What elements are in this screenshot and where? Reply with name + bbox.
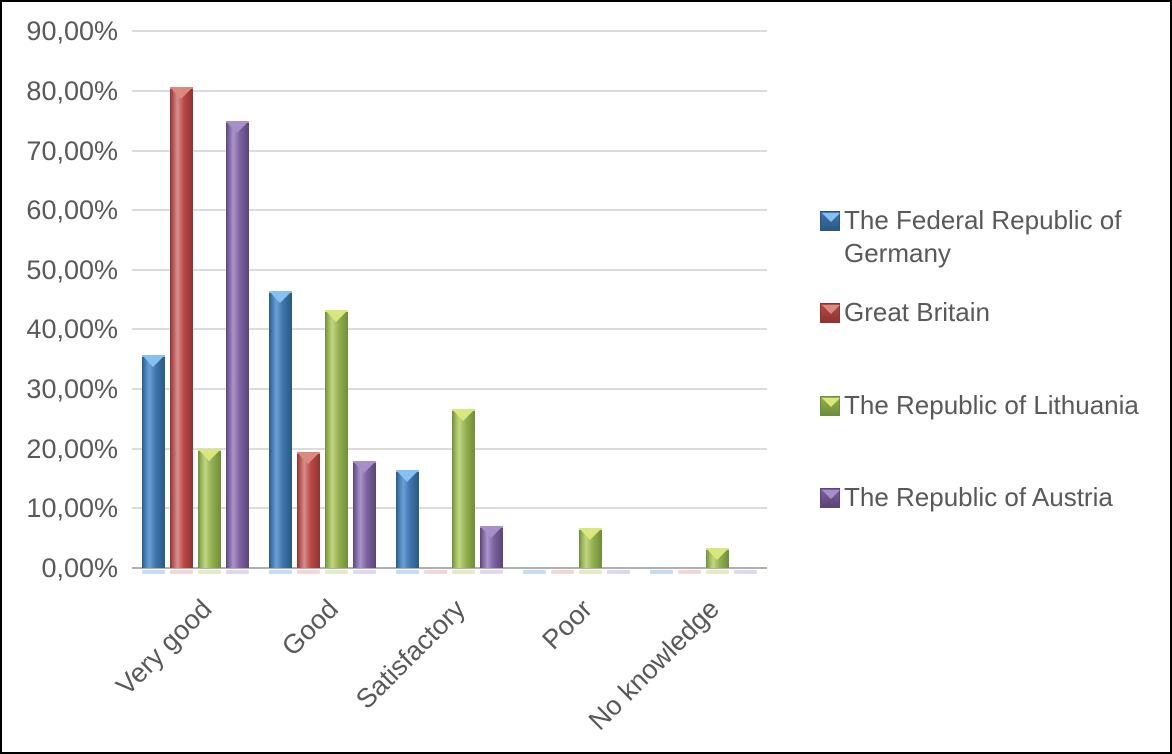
legend-label: Great Britain [844, 297, 990, 327]
bar-base-reflection [706, 570, 729, 574]
bar-germany-good [269, 291, 292, 568]
y-tick-label: 50,00% [26, 254, 118, 285]
bar-bevel-cap [480, 525, 503, 538]
bar-lithuania-no-knowledge [706, 548, 729, 568]
gridline [132, 447, 767, 450]
bar-bevel-cap [579, 528, 602, 541]
x-category-label-good: Good [276, 593, 345, 662]
bar-austria-good [353, 461, 376, 568]
bar-lithuania-good [325, 309, 348, 568]
bar-base-reflection [678, 570, 701, 574]
bar-lithuania-very-good [198, 448, 221, 568]
bar-base-reflection [170, 570, 193, 574]
legend-marker-lithuania-icon [820, 396, 840, 416]
gridline [132, 89, 767, 92]
y-tick-label: 60,00% [26, 195, 118, 226]
x-category-label-no-knowledge: No knowledge [583, 593, 726, 736]
y-tick-label: 20,00% [26, 433, 118, 464]
bar-bevel-cap [142, 355, 165, 368]
bar-base-reflection [142, 570, 165, 574]
legend-marker-great-britain-icon [820, 303, 840, 323]
x-category-label-poor: Poor [536, 593, 599, 656]
legend-label: The Federal Republic of Germany [844, 205, 1122, 268]
bar-bevel-cap [706, 548, 729, 561]
bar-base-reflection [325, 570, 348, 574]
bar-germany-satisfactory [396, 470, 419, 568]
bar-base-reflection [650, 570, 673, 574]
y-tick-label: 30,00% [26, 374, 118, 405]
gridline [132, 209, 767, 212]
bar-base-reflection [579, 570, 602, 574]
legend-marker-bevel [822, 490, 840, 499]
y-tick-label: 70,00% [26, 135, 118, 166]
bar-lithuania-satisfactory [452, 408, 475, 568]
gridline [132, 149, 767, 152]
bar-great-britain-very-good [170, 87, 193, 568]
y-tick-label: 40,00% [26, 314, 118, 345]
bar-base-reflection [734, 570, 757, 574]
x-category-label-very-good: Very good [110, 593, 218, 701]
y-tick-label: 0,00% [41, 553, 118, 583]
y-tick-label: 80,00% [26, 75, 118, 106]
bar-base-reflection [396, 570, 419, 574]
gridline [132, 30, 767, 33]
legend-marker-austria-icon [820, 488, 840, 508]
bar-germany-very-good [142, 355, 165, 568]
bar-bevel-cap [170, 87, 193, 100]
x-category-label-satisfactory: Satisfactory [350, 593, 472, 715]
bar-base-reflection [452, 570, 475, 574]
legend-marker-bevel [822, 398, 840, 407]
bar-base-reflection [297, 570, 320, 574]
y-tick-label: 10,00% [26, 493, 118, 524]
bar-base-reflection [480, 570, 503, 574]
gridline [132, 268, 767, 271]
legend-label: The Republic of Lithuania [844, 390, 1139, 420]
bar-austria-very-good [226, 120, 249, 568]
legend-marker-bevel [822, 305, 840, 314]
legend-marker-bevel [822, 213, 840, 222]
legend-label: The Republic of Austria [844, 482, 1113, 512]
bar-base-reflection [424, 570, 447, 574]
bar-lithuania-poor [579, 528, 602, 568]
bar-bevel-cap [269, 291, 292, 304]
bar-bevel-cap [297, 452, 320, 465]
bar-base-reflection [269, 570, 292, 574]
x-axis-line [132, 567, 767, 569]
bar-bevel-cap [353, 461, 376, 474]
bar-base-reflection [607, 570, 630, 574]
bar-bevel-cap [452, 408, 475, 421]
gridline [132, 388, 767, 391]
y-tick-label: 90,00% [26, 16, 118, 47]
bar-bevel-cap [198, 448, 221, 461]
bar-bevel-cap [226, 120, 249, 133]
bar-base-reflection [551, 570, 574, 574]
bar-base-reflection [198, 570, 221, 574]
bar-bevel-cap [396, 470, 419, 483]
bar-base-reflection [226, 570, 249, 574]
bar-great-britain-good [297, 452, 320, 568]
bar-base-reflection [523, 570, 546, 574]
bar-austria-satisfactory [480, 525, 503, 568]
gridline [132, 328, 767, 331]
bar-base-reflection [353, 570, 376, 574]
gridline [132, 507, 767, 510]
bar-bevel-cap [325, 309, 348, 322]
legend-marker-germany-icon [820, 211, 840, 231]
